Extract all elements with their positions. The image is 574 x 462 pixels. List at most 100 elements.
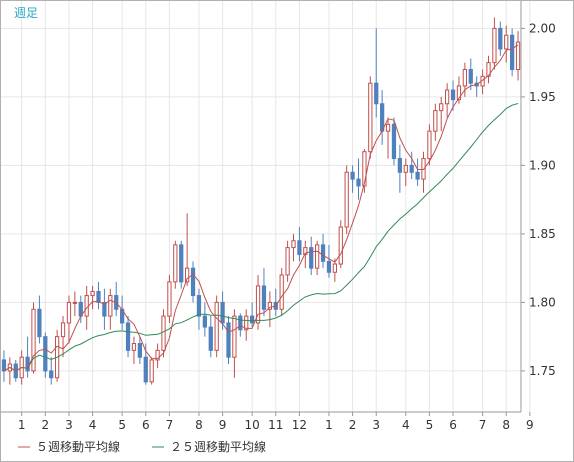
y-tick-label: 2.00 (529, 21, 556, 35)
candle-up (90, 290, 95, 297)
candle-up (131, 343, 137, 351)
candle-down (380, 103, 385, 132)
x-tick-label: 9 (526, 418, 534, 432)
candle-up (332, 263, 337, 273)
candle-up (338, 226, 343, 265)
candle-up (344, 171, 349, 228)
candle-down (1, 359, 7, 372)
y-tick-label: 1.90 (529, 158, 556, 172)
candle-down (196, 295, 202, 317)
candle-down (102, 301, 107, 317)
candle-up (161, 315, 166, 351)
candle-down (37, 308, 42, 338)
x-tick-label: 10 (244, 418, 259, 432)
candle-up (439, 103, 444, 112)
x-tick-label: 6 (142, 418, 150, 432)
candle-up (504, 34, 509, 50)
x-tick-label: 8 (502, 418, 510, 432)
candle-down (261, 285, 267, 310)
y-tick-label: 1.85 (529, 227, 556, 241)
candle-down (190, 267, 196, 297)
x-tick-label: 2 (349, 418, 357, 432)
candle-up (244, 315, 249, 331)
candle-down (326, 260, 332, 273)
y-axis: 1.75 1.80 1.85 1.90 1.95 2.00 (520, 1, 556, 412)
x-tick-label: 2 (41, 418, 49, 432)
candle-down (202, 315, 207, 328)
x-tick-label: 7 (166, 418, 174, 432)
ma25-line (3, 103, 519, 372)
candle-up (515, 41, 521, 70)
x-axis: 1 2 3 4 5 6 7 8 9 10 11 12 1 2 3 4 5 6 7 8 9 (1, 411, 534, 432)
y-tick-label: 1.80 (529, 295, 556, 309)
candle-up (232, 315, 237, 358)
candle-up (456, 85, 462, 101)
x-tick-label: 1 (325, 418, 333, 432)
timeframe-label: 週足 (14, 6, 38, 20)
candle-down (498, 27, 503, 50)
candle-down (208, 326, 213, 351)
candle-down (179, 244, 184, 283)
candle-up (368, 82, 373, 153)
x-tick-label: 7 (479, 418, 487, 432)
candle-up (84, 295, 89, 317)
candle-down (350, 171, 355, 180)
candle-up (267, 301, 272, 310)
candle-down (226, 322, 231, 358)
candle-up (167, 281, 172, 317)
candle-up (108, 295, 113, 317)
candle-down (43, 336, 48, 372)
x-tick-label: 6 (449, 418, 457, 432)
candle-up (385, 123, 391, 132)
x-tick-label: 5 (426, 418, 434, 432)
candle-up (492, 27, 497, 64)
candle-down (143, 356, 148, 383)
candle-up (149, 359, 154, 383)
candle-down (415, 171, 420, 180)
x-tick-label: 3 (372, 418, 380, 432)
candle-down (450, 89, 456, 101)
candle-down (391, 123, 397, 160)
moving-averages (3, 44, 519, 372)
candle-down (125, 322, 131, 351)
candle-down (468, 69, 473, 84)
x-tick-label: 4 (89, 418, 97, 432)
candle-up (403, 164, 408, 173)
candle-up (255, 285, 261, 324)
candle-down (374, 82, 379, 105)
ma5-line (3, 44, 519, 372)
x-tick-label: 4 (402, 418, 410, 432)
candle-down (397, 158, 402, 173)
candle-up (72, 301, 77, 304)
x-tick-label: 1 (18, 418, 26, 432)
candle-up (486, 62, 491, 77)
y-tick-label: 1.75 (529, 364, 556, 378)
candle-up (31, 308, 36, 372)
candle-down (25, 356, 30, 372)
x-tick-label: 8 (195, 418, 203, 432)
candle-down (250, 315, 255, 324)
candle-up (462, 69, 467, 87)
candle-down (297, 240, 302, 255)
candle-up (315, 244, 320, 269)
candle-down (409, 164, 414, 173)
x-tick-label: 5 (118, 418, 126, 432)
candle-down (356, 178, 361, 187)
candle-up (66, 301, 72, 324)
candle-down (320, 244, 326, 262)
candle-up (155, 349, 160, 361)
candle-up (433, 110, 438, 132)
candle-down (220, 301, 225, 324)
candle-up (303, 247, 308, 255)
candle-up (427, 130, 432, 160)
legend-ma25-label: ２５週移動平均線 (170, 439, 266, 454)
x-tick-label: 11 (268, 418, 283, 432)
x-tick-label: 9 (219, 418, 227, 432)
candle-up (173, 244, 178, 283)
x-tick-label: 3 (65, 418, 73, 432)
candle-down (309, 247, 314, 269)
candle-down (137, 343, 142, 358)
